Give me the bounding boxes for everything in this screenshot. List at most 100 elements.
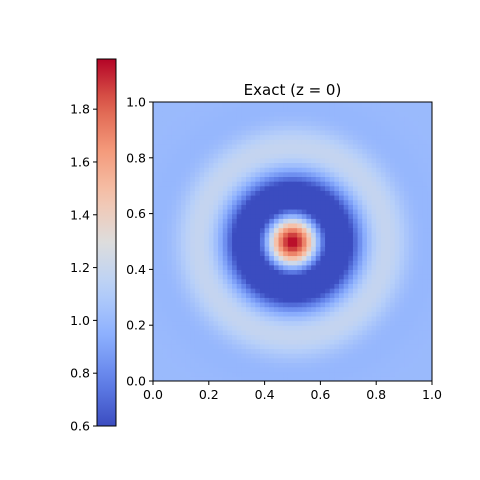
heatmap-cell xyxy=(292,111,298,117)
heatmap-cell xyxy=(385,171,391,177)
heatmap-cell xyxy=(287,357,294,363)
heatmap-cell xyxy=(176,362,182,368)
heatmap-cell xyxy=(376,357,382,363)
heatmap-cell xyxy=(334,227,340,233)
heatmap-cell xyxy=(246,278,252,284)
heatmap-cell xyxy=(301,301,308,308)
heatmap-cell xyxy=(380,218,387,224)
heatmap-cell xyxy=(190,367,196,373)
heatmap-cell xyxy=(408,232,414,238)
heatmap-cell xyxy=(329,157,335,164)
heatmap-cell xyxy=(218,339,224,345)
heatmap-cell xyxy=(380,185,387,191)
heatmap-cell xyxy=(376,325,382,331)
heatmap-cell xyxy=(287,371,294,377)
heatmap-cell xyxy=(352,306,359,312)
heatmap-cell xyxy=(292,102,298,108)
heatmap-cell xyxy=(297,357,303,363)
heatmap-cell xyxy=(273,264,280,270)
heatmap-cell xyxy=(153,111,159,117)
heatmap-cell xyxy=(153,306,159,312)
heatmap-cell xyxy=(301,176,308,182)
heatmap-cell xyxy=(385,120,391,126)
colorbar-tick-label: 1.8 xyxy=(70,102,90,117)
heatmap-cell xyxy=(246,339,252,345)
heatmap-cell xyxy=(371,362,377,368)
heatmap-cell xyxy=(394,292,401,298)
heatmap-cell xyxy=(166,139,173,145)
heatmap-cell xyxy=(390,195,396,201)
heatmap-cell xyxy=(171,288,177,294)
heatmap-cell xyxy=(227,241,233,247)
heatmap-cell xyxy=(385,195,391,201)
heatmap-cell xyxy=(199,269,205,275)
heatmap-cell xyxy=(357,102,363,108)
heatmap-cell xyxy=(371,269,377,275)
heatmap-cell xyxy=(320,274,326,280)
heatmap-cell xyxy=(176,106,182,112)
heatmap-cell xyxy=(278,329,284,336)
heatmap-cell xyxy=(287,218,294,224)
heatmap-cell xyxy=(176,134,182,140)
heatmap-cell xyxy=(292,176,298,182)
heatmap-cell xyxy=(185,367,191,373)
heatmap-cell xyxy=(213,320,219,326)
heatmap-cell xyxy=(385,185,391,191)
heatmap-cell xyxy=(348,339,354,345)
heatmap-cell xyxy=(204,125,210,131)
heatmap-cell xyxy=(422,311,428,317)
heatmap-cell xyxy=(306,269,312,275)
heatmap-cell xyxy=(301,353,308,359)
heatmap-cell xyxy=(357,288,363,294)
heatmap-cell xyxy=(376,111,382,117)
heatmap-cell xyxy=(162,129,168,136)
heatmap-cell xyxy=(292,371,298,377)
heatmap-cell xyxy=(236,134,242,140)
heatmap-cell xyxy=(315,367,321,373)
heatmap-cell xyxy=(404,111,410,117)
heatmap-cell xyxy=(366,185,373,191)
heatmap-cell xyxy=(334,274,340,280)
heatmap-cell xyxy=(357,171,363,177)
heatmap-cell xyxy=(283,315,289,322)
heatmap-cell xyxy=(259,339,266,345)
heatmap-cell xyxy=(404,297,410,303)
heatmap-cell xyxy=(385,353,391,359)
heatmap-cell xyxy=(306,139,312,145)
heatmap-cell xyxy=(334,218,340,224)
heatmap-cell xyxy=(250,195,256,201)
heatmap-cell xyxy=(180,176,187,182)
heatmap-cell xyxy=(185,343,191,350)
heatmap-cell xyxy=(325,325,331,331)
heatmap-cell xyxy=(157,301,163,308)
heatmap-cell xyxy=(199,339,205,345)
heatmap-cell xyxy=(334,376,340,381)
heatmap-cell xyxy=(366,315,373,322)
heatmap-cell xyxy=(180,171,187,177)
heatmap-cell xyxy=(329,218,335,224)
heatmap-cell xyxy=(241,376,247,381)
heatmap-cell xyxy=(250,353,256,359)
heatmap-cell xyxy=(232,334,238,340)
heatmap-cell xyxy=(218,255,224,261)
heatmap-cell xyxy=(236,195,242,201)
heatmap-cell xyxy=(232,292,238,298)
heatmap-cell xyxy=(204,269,210,275)
heatmap-cell xyxy=(306,167,312,173)
heatmap-cell xyxy=(236,371,242,377)
heatmap-cell xyxy=(366,227,373,233)
heatmap-cell xyxy=(306,339,312,345)
heatmap-cell xyxy=(292,283,298,289)
heatmap-cell xyxy=(343,162,349,168)
heatmap-cell xyxy=(320,306,326,312)
heatmap-cell xyxy=(362,199,368,205)
heatmap-cell xyxy=(218,348,224,354)
heatmap-cell xyxy=(394,301,401,308)
heatmap-cell xyxy=(166,334,173,340)
heatmap-cell xyxy=(301,111,308,117)
heatmap-cell xyxy=(264,176,270,182)
heatmap-cell xyxy=(385,260,391,266)
heatmap-cell xyxy=(176,208,182,215)
heatmap-cell xyxy=(283,153,289,159)
heatmap-cell xyxy=(227,157,233,164)
